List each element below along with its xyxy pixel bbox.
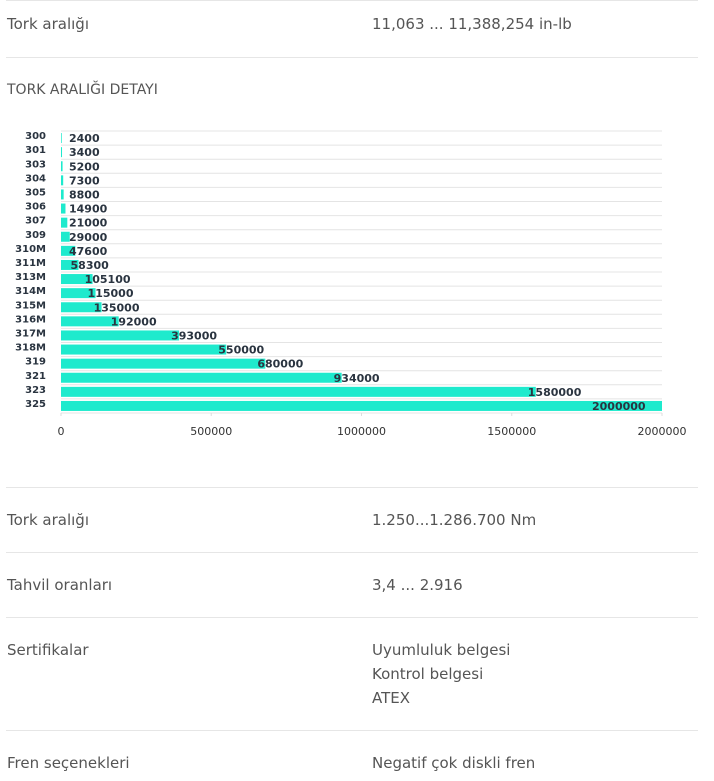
y-tick-label: 319 [25,357,46,368]
value-label: 2000000 [592,400,646,413]
value-label: 550000 [218,344,264,357]
bar [61,245,76,256]
row-value: 11,063 ... 11,388,254 in-lb [372,15,572,33]
bar [61,274,93,285]
separator [6,552,698,553]
row-value: Kontrol belgesi [372,665,484,683]
value-label: 105100 [85,273,131,286]
row-label: Tork aralığı [7,15,89,33]
bar [61,288,96,299]
bar [61,189,64,200]
separator [6,617,698,618]
bar [61,259,79,270]
value-label: 680000 [257,358,303,371]
value-label: 8800 [69,188,100,201]
y-tick-label: 303 [25,159,46,170]
y-tick-label: 318M [15,343,46,354]
y-tick-label: 306 [25,202,46,213]
separator [6,57,698,58]
y-tick-label: 311M [15,258,46,269]
row-value: Uyumluluk belgesi [372,641,511,659]
bar [61,330,180,341]
y-tick-label: 317M [15,328,46,339]
value-label: 2400 [69,132,100,145]
y-tick-label: 310M [15,244,46,255]
bar [61,372,342,383]
bar [61,217,68,228]
section-title: TORK ARALIĞI DETAYI [7,82,158,98]
bar [61,133,62,144]
bar [61,316,119,327]
y-tick-label: 305 [25,187,46,198]
value-label: 21000 [69,217,108,230]
value-label: 5200 [69,160,100,173]
value-label: 115000 [88,287,134,300]
y-tick-label: 304 [25,173,46,184]
chart: 0 500000 1000000 1500000 2000000 300 2400 301 34… [15,130,687,438]
row-value: Negatif çok diskli fren [372,754,536,772]
value-label: 393000 [171,329,217,342]
value-label: 14900 [69,203,108,216]
row-label: Fren seçenekleri [7,754,130,772]
value-label: 47600 [69,245,108,258]
bar [61,203,66,214]
row-value: 3,4 ... 2.916 [372,576,463,594]
row-label: Tork aralığı [7,511,89,529]
value-label: 934000 [334,372,380,385]
value-label: 3400 [69,146,100,159]
bar [61,175,64,186]
y-tick-label: 321 [25,371,46,382]
separator [6,730,698,731]
separator [6,487,698,488]
y-tick-label: 323 [25,385,46,396]
x-tick-label: 2000000 [638,425,687,438]
value-label: 135000 [94,301,140,314]
x-tick-label: 1000000 [337,425,386,438]
y-tick-label: 300 [25,131,46,142]
value-label: 29000 [69,231,108,244]
row-label: Sertifikalar [7,641,89,659]
x-tick-label: 500000 [190,425,232,438]
y-tick-label: 325 [25,399,46,410]
bar [61,400,662,411]
y-tick-label: 315M [15,300,46,311]
y-tick-label: 301 [25,145,46,156]
y-tick-label: 313M [15,272,46,283]
bar [61,386,536,397]
bar [61,302,102,313]
row-label: Tahvil oranları [7,576,113,594]
bar [61,161,63,172]
y-tick-label: 307 [25,216,46,227]
bar [61,147,63,158]
row-value: ATEX [372,689,411,707]
separator [6,0,698,1]
y-tick-label: 314M [15,286,46,297]
bar [61,358,266,369]
y-tick-label: 309 [25,230,46,241]
value-label: 7300 [69,174,100,187]
x-tick-label: 0 [58,425,65,438]
value-label: 1580000 [528,386,582,399]
row-value: 1.250...1.286.700 Nm [372,511,537,529]
bar [61,344,227,355]
y-tick-label: 316M [15,314,46,325]
bar [61,231,70,242]
value-label: 58300 [71,259,110,272]
value-label: 192000 [111,315,157,328]
x-tick-label: 1500000 [487,425,536,438]
